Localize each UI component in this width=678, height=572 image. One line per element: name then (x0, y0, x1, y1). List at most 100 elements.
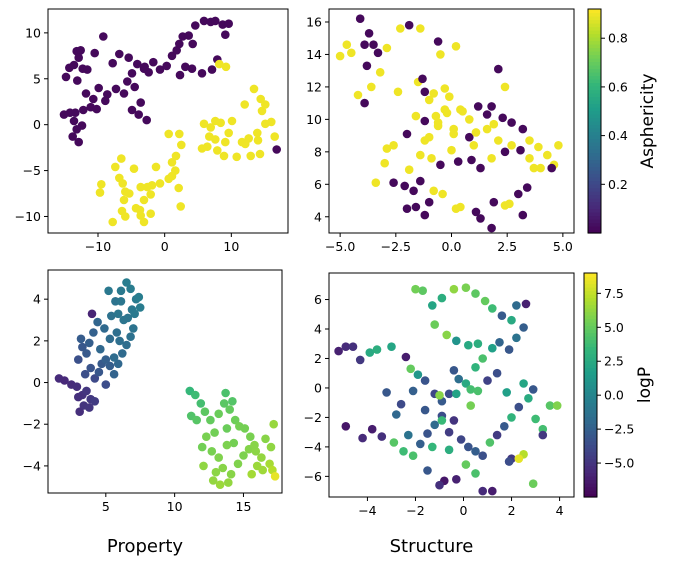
data-point (438, 189, 447, 199)
data-point (429, 186, 439, 196)
data-point (504, 345, 514, 354)
colorbar-segment (584, 374, 597, 379)
data-point (487, 223, 496, 233)
x-tick-label: −10 (85, 239, 111, 254)
data-point (140, 62, 149, 72)
data-point (175, 70, 185, 80)
x-tick-label: 0 (161, 239, 169, 254)
data-point (196, 399, 206, 408)
data-point (389, 178, 398, 187)
data-point (197, 442, 207, 452)
colorbar-segment (588, 219, 601, 224)
data-point (221, 388, 230, 398)
x-axis-label: Property (107, 536, 184, 557)
data-point (522, 183, 532, 192)
data-point (529, 163, 539, 173)
data-point (437, 293, 447, 303)
data-point (208, 476, 218, 485)
data-point (214, 453, 223, 462)
y-tick-label: 4 (314, 209, 322, 224)
y-tick-label: 6 (314, 177, 322, 192)
data-point (108, 217, 117, 227)
colorbar-tick-label: 0.8 (608, 31, 628, 46)
colorbar-segment (584, 451, 597, 456)
data-point (451, 204, 461, 213)
data-point (240, 424, 250, 433)
data-point (164, 129, 173, 139)
data-point (211, 467, 221, 477)
data-point (487, 154, 496, 163)
data-point (429, 89, 439, 98)
data-point (404, 165, 414, 174)
data-point (435, 480, 444, 490)
data-point (270, 472, 280, 481)
colorbar-segment (588, 215, 601, 220)
data-point (466, 385, 476, 394)
data-point (126, 332, 135, 342)
data-point (75, 407, 84, 417)
data-point (408, 451, 418, 461)
data-point (115, 49, 124, 59)
data-point (380, 158, 390, 168)
data-point (125, 189, 134, 198)
data-point (122, 278, 131, 287)
data-point (341, 422, 351, 431)
data-point (69, 60, 79, 70)
colorbar-segment (588, 198, 601, 203)
colorbar-segment (588, 124, 601, 129)
colorbar-segment (584, 360, 597, 365)
colorbar-segment (584, 315, 597, 320)
data-point (538, 424, 548, 434)
data-point (261, 119, 270, 129)
y-tick-label: −4 (304, 439, 322, 454)
data-point (80, 369, 90, 379)
data-point (211, 116, 220, 126)
data-point (218, 463, 228, 473)
data-point (191, 390, 200, 400)
chart-structure-asphericity (325, 8, 575, 237)
colorbar-segment (588, 16, 601, 21)
data-point (117, 154, 126, 163)
data-point (115, 336, 124, 346)
colorbar-segment (584, 388, 597, 393)
data-point (478, 451, 488, 461)
colorbar-logp (583, 272, 601, 498)
colorbar-segment (588, 86, 601, 91)
data-point (476, 163, 485, 173)
data-point (101, 96, 110, 106)
data-point (60, 376, 69, 385)
x-tick-label: 0 (460, 503, 468, 518)
data-point (206, 123, 215, 132)
data-point (130, 82, 139, 92)
data-point (246, 432, 255, 442)
data-point (69, 116, 79, 126)
data-point (396, 24, 405, 33)
data-point (272, 145, 282, 154)
data-point (197, 69, 207, 78)
data-point (113, 309, 123, 319)
colorbar-segment (584, 490, 597, 495)
data-point (341, 342, 351, 352)
data-point (367, 424, 377, 434)
data-point (538, 430, 548, 440)
data-point (400, 181, 410, 191)
data-point (119, 315, 128, 325)
data-point (85, 338, 94, 348)
data-point (250, 440, 259, 450)
data-point (489, 197, 499, 207)
data-point (362, 61, 372, 71)
colorbar-segment (584, 381, 597, 386)
y-tick-label: 4 (33, 292, 41, 307)
data-point (89, 94, 98, 104)
data-point (257, 453, 266, 462)
data-point (68, 132, 77, 141)
x-tick-label: 10 (223, 239, 239, 254)
data-point (420, 405, 430, 415)
data-point (136, 182, 145, 192)
x-tick-label: 2 (508, 503, 516, 518)
data-point (401, 352, 411, 362)
data-point (500, 201, 510, 210)
colorbar-segment (588, 159, 601, 164)
colorbar-segment (588, 166, 601, 171)
